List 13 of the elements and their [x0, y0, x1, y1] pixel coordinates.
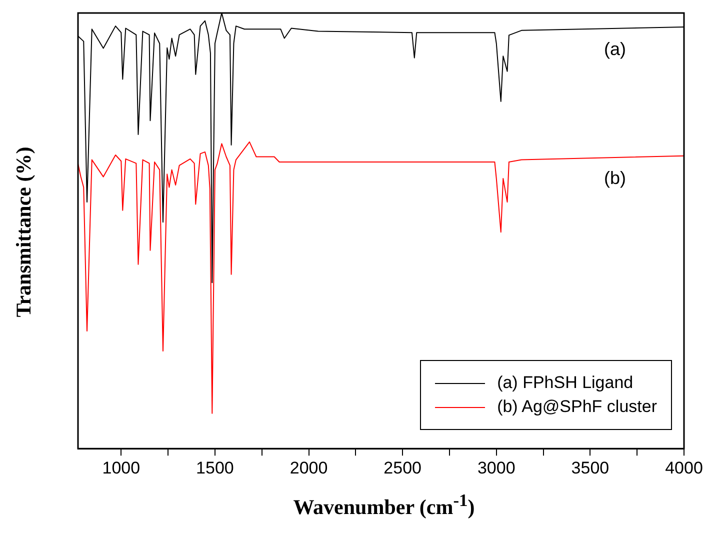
annotation: (a) [604, 38, 626, 60]
y-axis-title: Transmittance (%) [12, 146, 36, 318]
x-tick-label: 1000 [102, 458, 140, 478]
annotation: (b) [604, 168, 626, 189]
x-tick-label: 3000 [477, 458, 516, 478]
x-tick-label: 2500 [384, 458, 422, 478]
x-axis-title: Wavenumber (cm$^{-1}$) [293, 490, 475, 520]
x-tick-label: 2000 [290, 458, 328, 478]
x-tick-label: 4000 [665, 458, 703, 478]
x-tick-label: 3500 [571, 458, 610, 478]
legend-label: (a) FPhSH Ligand [497, 373, 634, 393]
legend-label: (b) Ag@SPhF cluster [497, 397, 657, 417]
x-tick-label: 1500 [196, 458, 234, 478]
